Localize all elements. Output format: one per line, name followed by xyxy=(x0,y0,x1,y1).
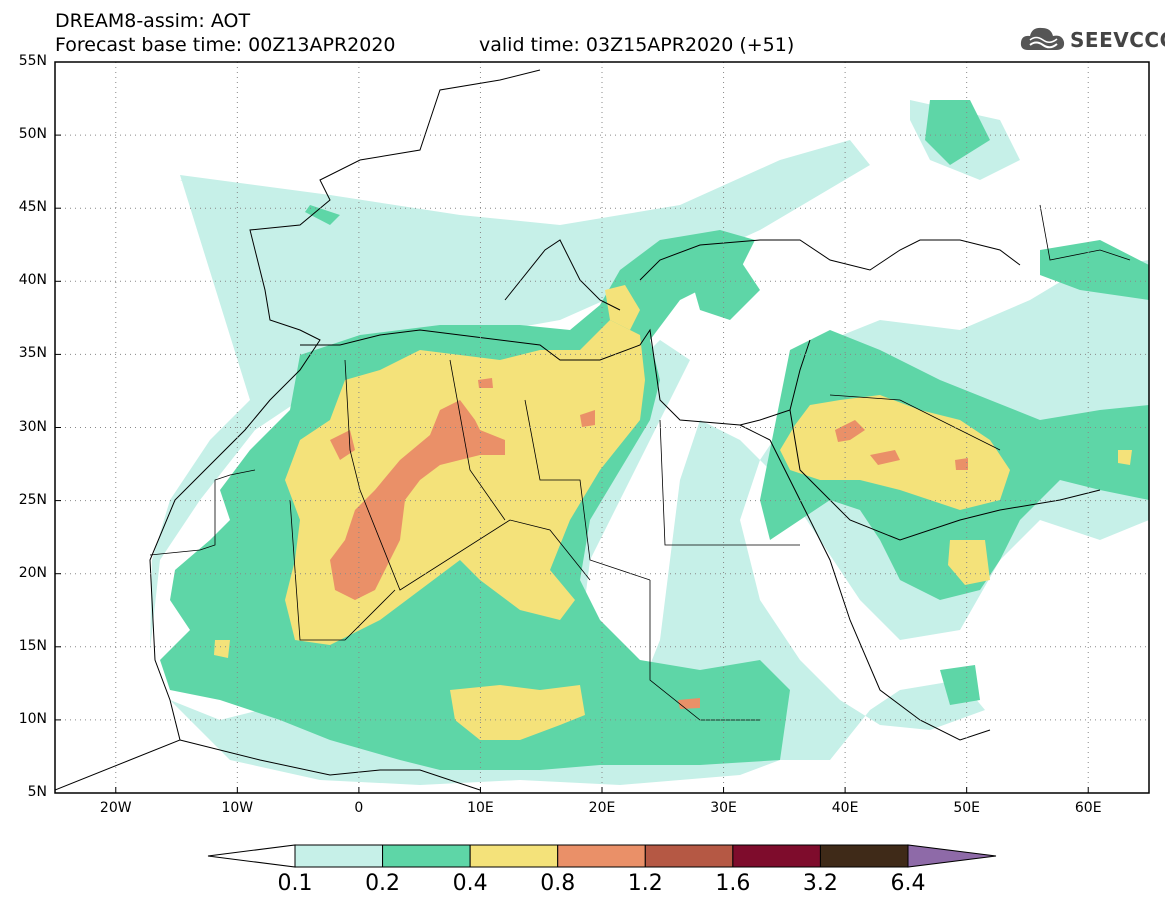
colorbar-tick-label: 6.4 xyxy=(890,871,926,896)
colorbar-tick-label: 0.4 xyxy=(452,871,488,896)
colorbar-box xyxy=(382,844,471,868)
colorbar-low-arrow xyxy=(207,844,296,868)
colorbar-tick-label: 1.2 xyxy=(627,871,663,896)
lon-tick-label: 20E xyxy=(588,800,616,816)
seevccc-logo: SEEVCCC xyxy=(1018,22,1165,56)
aot-field-0.8 xyxy=(330,378,968,709)
map-title: DREAM8-assim: AOT xyxy=(55,10,251,32)
colorbar-tick-label: 0.2 xyxy=(365,871,401,896)
lat-tick-label: 5N xyxy=(27,784,47,800)
lat-tick-label: 20N xyxy=(18,564,47,581)
lat-tick-label: 35N xyxy=(18,345,47,362)
lon-tick-label: 50E xyxy=(953,800,980,816)
logo-text: SEEVCCC xyxy=(1070,28,1165,52)
coastlines xyxy=(55,69,1101,791)
lat-tick-label: 40N xyxy=(18,272,47,289)
lat-tick-label: 10N xyxy=(18,710,47,727)
lon-tick-label: 30E xyxy=(710,800,737,816)
colorbar-high-arrow xyxy=(907,844,997,868)
forecast-times: Forecast base time: 00Z13APR2020 valid ti… xyxy=(55,34,794,56)
lon-tick-label: 20W xyxy=(99,800,132,816)
colorbar-box xyxy=(819,844,909,868)
lon-tick-label: 0 xyxy=(354,800,364,816)
colorbar-box xyxy=(557,844,646,868)
lat-tick-label: 45N xyxy=(18,199,47,216)
colorbar-box xyxy=(732,844,821,868)
lat-tick-label: 15N xyxy=(18,637,47,654)
colorbar-tick-label: 1.6 xyxy=(715,871,751,896)
lon-tick-label: 10E xyxy=(467,800,494,816)
valid-time: valid time: 03Z15APR2020 (+51) xyxy=(479,34,795,56)
lon-tick-label: 10W xyxy=(221,800,254,816)
lat-tick-label: 30N xyxy=(18,418,47,435)
colorbar-box xyxy=(294,844,384,868)
lon-tick-label: 60E xyxy=(1074,800,1102,816)
country-borders xyxy=(149,204,1131,721)
lat-tick-label: 55N xyxy=(18,53,47,69)
lat-tick-label: 25N xyxy=(18,491,47,508)
cloud-icon xyxy=(1020,27,1065,50)
colorbar-box xyxy=(469,844,559,868)
lon-tick-label: 40E xyxy=(831,800,859,816)
colorbar-tick-label: 0.1 xyxy=(277,871,313,896)
colorbar-box xyxy=(644,844,734,868)
lat-tick-label: 50N xyxy=(18,126,47,143)
lat-lon-grid xyxy=(55,62,1149,793)
colorbar-tick-label: 0.8 xyxy=(540,871,576,896)
base-time: Forecast base time: 00Z13APR2020 xyxy=(55,34,396,56)
colorbar-tick-label: 3.2 xyxy=(802,871,838,896)
